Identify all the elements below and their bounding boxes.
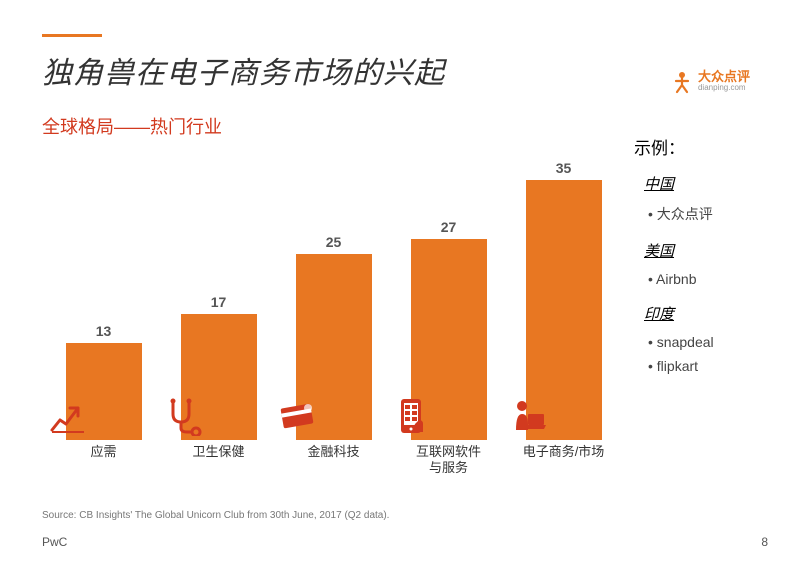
- dianping-logo: 大众点评 dianping.com: [670, 70, 750, 94]
- example-group: 中国大众点评: [634, 173, 764, 224]
- bar-value: 25: [326, 234, 342, 250]
- bar-value: 27: [441, 219, 457, 235]
- bar-group: 17: [171, 294, 266, 440]
- example-item: 大众点评: [634, 204, 764, 224]
- laptop-user-icon: [508, 396, 548, 436]
- example-country: 印度: [634, 303, 764, 324]
- logo-text-cn: 大众点评: [698, 70, 750, 83]
- example-group: 美国 Airbnb: [634, 240, 764, 287]
- bar-group: 27: [401, 219, 496, 440]
- examples-panel: 示例： 中国大众点评美国 Airbnb 印度 snapdeal flipkart: [634, 134, 764, 390]
- examples-title: 示例：: [634, 134, 764, 159]
- example-group: 印度 snapdeal flipkart: [634, 303, 764, 374]
- logo-text-en: dianping.com: [698, 84, 750, 92]
- bar-group: 35: [516, 160, 611, 440]
- bar-label: 卫生保健: [171, 444, 266, 460]
- bar-value: 17: [211, 294, 227, 310]
- bar-group: 13: [56, 323, 151, 440]
- stethoscope-icon: [163, 396, 203, 436]
- example-item: snapdeal: [634, 334, 764, 350]
- bar: [411, 239, 487, 440]
- credit-card-icon: [278, 396, 318, 436]
- footer-brand: PwC: [42, 535, 67, 549]
- bar-label: 互联网软件与服务: [401, 444, 496, 477]
- bar-group: 25: [286, 234, 381, 440]
- page-number: 8: [761, 535, 768, 549]
- bar-label: 电子商务/市场: [516, 444, 611, 460]
- example-item: Airbnb: [634, 271, 764, 287]
- bar-value: 35: [556, 160, 572, 176]
- example-item: flipkart: [634, 358, 764, 374]
- chart-up-icon: [48, 396, 88, 436]
- slide-title: 独角兽在电子商务市场的兴起: [42, 48, 445, 92]
- example-country: 美国: [634, 240, 764, 261]
- slide-subtitle: 全球格局——热门行业: [42, 113, 222, 139]
- bar: [66, 343, 142, 440]
- source-text: Source: CB Insights' The Global Unicorn …: [42, 510, 389, 521]
- example-country: 中国: [634, 173, 764, 194]
- bar-label: 应需: [56, 444, 151, 460]
- logo-person-icon: [670, 70, 694, 94]
- bar: [526, 180, 602, 440]
- bar-value: 13: [96, 323, 112, 339]
- bar: [181, 314, 257, 440]
- bar-chart: 13 17 25 27 35: [56, 140, 611, 440]
- accent-bar: [42, 34, 102, 37]
- mobile-touch-icon: [393, 396, 433, 436]
- bar-label: 金融科技: [286, 444, 381, 460]
- bar: [296, 254, 372, 440]
